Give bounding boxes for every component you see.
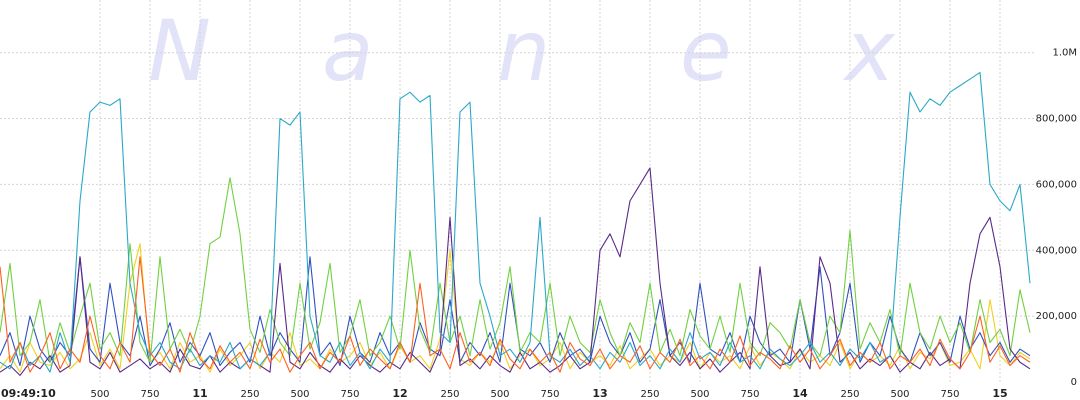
x-tick-label: 500 bbox=[490, 389, 509, 400]
y-tick-label: 1.0M bbox=[1052, 48, 1077, 59]
x-tick-label: 750 bbox=[940, 389, 959, 400]
x-tick-label: 15 bbox=[992, 387, 1007, 400]
x-tick-label: 09:49:10 bbox=[1, 387, 56, 400]
plot-lines bbox=[0, 71, 1031, 376]
x-tick-label: 12 bbox=[392, 387, 407, 400]
y-tick-label: 600,000 bbox=[1036, 179, 1077, 190]
x-tick-label: 13 bbox=[592, 387, 607, 400]
x-tick-label: 11 bbox=[192, 387, 207, 400]
x-tick-label: 500 bbox=[690, 389, 709, 400]
watermark: N a n e x bbox=[148, 2, 896, 100]
x-tick-label: 750 bbox=[140, 389, 159, 400]
x-tick-label: 250 bbox=[240, 389, 259, 400]
series-line bbox=[0, 256, 1031, 367]
x-tick-label: 500 bbox=[890, 389, 909, 400]
x-tick-label: 250 bbox=[840, 389, 859, 400]
watermark-letter: n bbox=[497, 2, 550, 100]
x-tick-label: 250 bbox=[640, 389, 659, 400]
watermark-letter: N bbox=[148, 2, 211, 100]
series-line bbox=[0, 256, 1031, 373]
y-tick-label: 800,000 bbox=[1036, 114, 1077, 125]
x-tick-label: 750 bbox=[340, 389, 359, 400]
y-tick-label: 400,000 bbox=[1036, 245, 1077, 256]
x-tick-label: 750 bbox=[740, 389, 759, 400]
x-tick-label: 250 bbox=[440, 389, 459, 400]
watermark-letter: e bbox=[680, 2, 732, 100]
series-line bbox=[0, 167, 1031, 376]
watermark-letter: a bbox=[322, 2, 373, 100]
series-line bbox=[0, 177, 1031, 363]
y-tick-label: 200,000 bbox=[1036, 311, 1077, 322]
x-tick-label: 500 bbox=[290, 389, 309, 400]
y-tick-label: 0 bbox=[1071, 377, 1077, 388]
x-tick-label: 14 bbox=[792, 387, 808, 400]
x-tick-label: 750 bbox=[540, 389, 559, 400]
x-tick-label: 500 bbox=[90, 389, 109, 400]
series-line bbox=[0, 71, 1031, 373]
watermark-letter: x bbox=[842, 2, 896, 100]
